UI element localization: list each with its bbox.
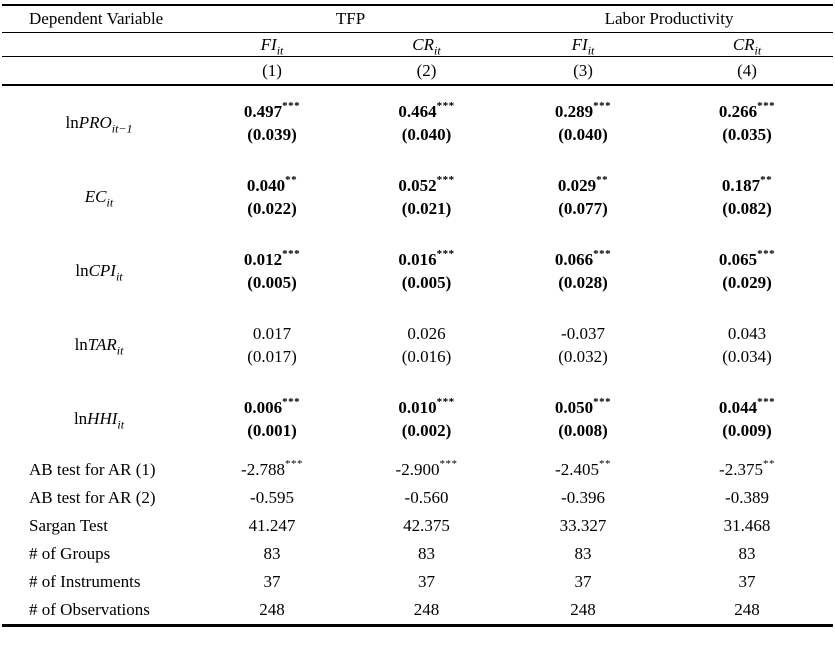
row-label-ec: ECit — [84, 187, 114, 210]
table-row-lnhhi: lnHHIit 0.006*** (0.001) 0.010*** (0.002) … — [2, 382, 833, 456]
table-row-lncpi: lnCPIit 0.012*** (0.005) 0.016*** (0.005) … — [2, 234, 833, 308]
column-header-fi-2: FIit — [505, 32, 662, 57]
row-label-lnhhi: lnHHIit — [73, 409, 125, 432]
coef-cell: 0.016*** (0.005) — [398, 248, 455, 292]
coef-cell: 0.052*** (0.021) — [398, 174, 455, 218]
table-row-ab-test-ar1: AB test for AR (1) -2.788*** -2.900*** -… — [2, 456, 833, 484]
coef-cell: 0.026 (0.016) — [401, 324, 452, 366]
coef-cell: 0.012*** (0.005) — [243, 248, 301, 292]
regression-table: Dependent Variable TFP Labor Productivit… — [2, 4, 834, 627]
coef-cell: 0.006*** (0.001) — [243, 396, 301, 440]
column-header-fi-1: FIit — [196, 32, 348, 57]
stat-cell: 37 — [263, 572, 281, 591]
stat-cell: 248 — [413, 600, 440, 619]
stat-cell: 248 — [570, 600, 596, 619]
table-row-groups: # of Groups 83 83 83 83 — [2, 540, 833, 568]
row-label-instruments: # of Instruments — [29, 572, 141, 591]
stat-cell: 83 — [418, 544, 435, 563]
coef-cell: 0.066*** (0.028) — [554, 248, 612, 292]
group-header-tfp: TFP — [196, 5, 506, 33]
table-header-row-variables: FIit CRit FIit CRit — [2, 32, 834, 57]
coef-cell: 0.266*** (0.035) — [718, 100, 776, 144]
table-row-ab-test-ar2: AB test for AR (2) -0.595 -0.560 -0.396 … — [2, 484, 833, 512]
row-label-groups: # of Groups — [29, 544, 111, 563]
column-number-3: (3) — [505, 56, 662, 86]
row-label-ab-test-ar1: AB test for AR (1) — [29, 460, 156, 479]
empty-cell — [2, 32, 196, 57]
coef-cell: 0.017 (0.017) — [247, 324, 297, 366]
coef-cell: 0.043 (0.034) — [722, 324, 772, 366]
empty-cell — [2, 56, 196, 86]
row-label-observations: # of Observations — [29, 600, 150, 619]
row-label-sargan-test: Sargan Test — [29, 516, 108, 535]
stat-cell: 83 — [263, 544, 281, 563]
column-header-cr-1: CRit — [348, 32, 506, 57]
stat-cell: 37 — [574, 572, 592, 591]
table-row-lnpro: lnPROit−1 0.497*** (0.039) 0.464*** (0.040… — [2, 85, 833, 160]
group-header-labor-productivity: Labor Productivity — [505, 5, 834, 33]
coef-cell: 0.044*** (0.009) — [718, 396, 776, 440]
coef-cell: -0.037 (0.032) — [558, 324, 608, 366]
coef-cell: 0.497*** (0.039) — [243, 100, 301, 144]
stat-cell: 42.375 — [403, 516, 450, 535]
table-row-observations: # of Observations 248 248 248 248 — [2, 596, 833, 626]
coef-cell: 0.029** (0.077) — [557, 174, 609, 218]
coef-cell: 0.289*** (0.040) — [554, 100, 612, 144]
table-header-row-numbers: (1) (2) (3) (4) — [2, 56, 834, 86]
coef-cell: 0.050*** (0.008) — [554, 396, 612, 440]
table-row-ec: ECit 0.040** (0.022) 0.052*** (0.021) 0.02… — [2, 160, 833, 234]
column-number-1: (1) — [196, 56, 348, 86]
table-row-lntar: lnTARit 0.017 (0.017) 0.026 (0.016) -0.037… — [2, 308, 833, 382]
stat-cell: 31.468 — [723, 516, 771, 535]
stat-cell: -0.396 — [561, 488, 605, 507]
coef-cell: 0.464*** (0.040) — [398, 100, 455, 144]
stat-cell: 37 — [738, 572, 756, 591]
row-label-lntar: lnTARit — [74, 335, 124, 358]
coef-cell: 0.010*** (0.002) — [398, 396, 455, 440]
stat-cell: -0.595 — [250, 488, 294, 507]
stat-cell: -2.900*** — [395, 458, 458, 479]
stat-cell: 41.247 — [248, 516, 296, 535]
row-label-lnpro: lnPROit−1 — [65, 113, 133, 136]
table-row-sargan-test: Sargan Test 41.247 42.375 33.327 31.468 — [2, 512, 833, 540]
regression-table-page: Dependent Variable TFP Labor Productivit… — [0, 4, 835, 647]
column-number-4: (4) — [661, 56, 834, 86]
stat-cell: -0.389 — [725, 488, 769, 507]
table-header-row-groups: Dependent Variable TFP Labor Productivit… — [2, 5, 834, 33]
stat-cell: -2.375** — [719, 458, 775, 479]
stat-cell: 83 — [574, 544, 592, 563]
column-header-cr-2: CRit — [661, 32, 834, 57]
coef-cell: 0.040** (0.022) — [246, 174, 298, 218]
stat-cell: 37 — [418, 572, 435, 591]
table-row-instruments: # of Instruments 37 37 37 37 — [2, 568, 833, 596]
coef-cell: 0.187** (0.082) — [721, 174, 773, 218]
row-label-ab-test-ar2: AB test for AR (2) — [29, 488, 156, 507]
dependent-variable-header: Dependent Variable — [2, 5, 196, 33]
stat-cell: 83 — [738, 544, 756, 563]
stat-cell: -2.788*** — [241, 458, 303, 479]
column-number-2: (2) — [348, 56, 506, 86]
row-label-lncpi: lnCPIit — [75, 261, 123, 284]
stat-cell: -2.405** — [555, 458, 611, 479]
stat-cell: 248 — [734, 600, 760, 619]
stat-cell: -0.560 — [404, 488, 449, 507]
coef-cell: 0.065*** (0.029) — [718, 248, 776, 292]
stat-cell: 248 — [259, 600, 285, 619]
stat-cell: 33.327 — [559, 516, 607, 535]
